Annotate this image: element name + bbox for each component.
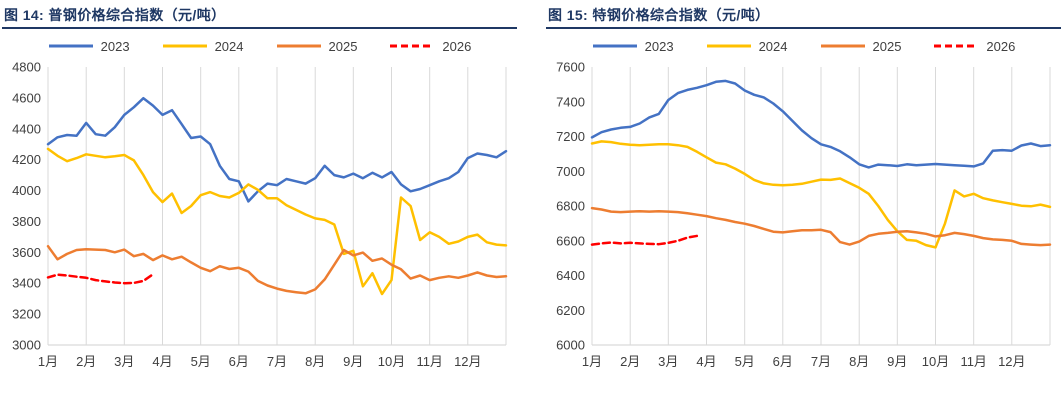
series-lines xyxy=(590,79,1052,249)
y-tick-label: 3400 xyxy=(12,276,41,291)
y-axis-labels: 6000 6200 6400 6600 6800 7000 7200 7400 7600 xyxy=(556,60,585,353)
series-2025-line xyxy=(46,244,508,295)
y-axis-labels: 3000 3200 3400 3600 3800 4000 4200 4400 4600 4800 xyxy=(12,60,41,353)
legend-swatch-2025 xyxy=(276,44,321,48)
x-tick-label: 12月 xyxy=(454,354,481,369)
series-2024-line xyxy=(590,140,1052,249)
legend-item-2023: 2023 xyxy=(592,39,674,54)
x-tick-label: 3月 xyxy=(658,354,678,369)
x-tick-label: 4月 xyxy=(696,354,716,369)
legend-label: 2024 xyxy=(758,38,788,54)
y-tick-label: 7400 xyxy=(556,94,585,109)
y-tick-label: 3600 xyxy=(12,245,41,260)
x-tick-label: 6月 xyxy=(229,354,249,369)
legend-item-2024: 2024 xyxy=(162,39,244,54)
y-tick-label: 3800 xyxy=(12,214,41,229)
legend-label: 2025 xyxy=(328,38,358,54)
x-tick-label: 5月 xyxy=(735,354,755,369)
series-2023-line xyxy=(46,96,508,203)
report-figures-row: 图 14: 普钢价格综合指数（元/吨） 2023 2024 2025 2026 300… xyxy=(2,4,1061,375)
series-2026-line xyxy=(590,234,699,246)
figure-15-panel: 图 15: 特钢价格综合指数（元/吨） 2023 2024 2025 2026 600… xyxy=(546,4,1061,375)
y-tick-label: 6200 xyxy=(556,303,585,318)
figure-15-title: 图 15: 特钢价格综合指数（元/吨） xyxy=(548,7,770,23)
figure-14-plot: 3000 3200 3400 3600 3800 4000 4200 4400 4600 4800… xyxy=(12,60,508,369)
y-tick-label: 7600 xyxy=(556,60,585,75)
legend-label: 2026 xyxy=(986,38,1016,54)
x-tick-label: 6月 xyxy=(773,354,793,369)
x-tick-label: 10月 xyxy=(378,354,405,369)
y-tick-label: 4600 xyxy=(12,90,41,105)
series-2026-line xyxy=(46,273,155,285)
figure-15-legend: 2023 2024 2025 2026 xyxy=(546,33,1061,59)
legend-item-2024: 2024 xyxy=(706,39,788,54)
x-tick-label: 11月 xyxy=(416,354,443,369)
series-2024-line xyxy=(46,147,508,296)
x-tick-label: 11月 xyxy=(960,354,987,369)
x-tick-label: 3月 xyxy=(114,354,134,369)
legend-swatch-2024 xyxy=(706,44,751,48)
x-tick-label: 7月 xyxy=(267,354,287,369)
legend-swatch-2023 xyxy=(48,44,93,48)
x-tick-label: 10月 xyxy=(922,354,949,369)
x-tick-label: 2月 xyxy=(76,354,96,369)
figure-15-plot: 6000 6200 6400 6600 6800 7000 7200 7400 7600 1月 2月… xyxy=(556,60,1052,369)
y-tick-label: 7000 xyxy=(556,164,585,179)
legend-item-2026: 2026 xyxy=(933,39,1015,54)
x-tick-label: 8月 xyxy=(849,354,869,369)
x-tick-label: 9月 xyxy=(343,354,363,369)
y-tick-label: 4200 xyxy=(12,152,41,167)
series-2025-line xyxy=(590,206,1052,247)
legend-item-2025: 2025 xyxy=(276,38,358,54)
x-axis-labels: 1月 2月 3月 4月 5月 6月 7月 8月 9月 10月 11月 12月 xyxy=(582,354,1026,369)
legend-label: 2023 xyxy=(644,38,674,54)
legend-swatch-2023 xyxy=(592,44,637,48)
x-tick-label: 4月 xyxy=(152,354,172,369)
legend-item-2025: 2025 xyxy=(820,38,902,54)
legend-swatch-2024 xyxy=(162,44,207,48)
gridlines xyxy=(591,67,1051,345)
y-tick-label: 4000 xyxy=(12,183,41,198)
y-tick-label: 3000 xyxy=(12,338,41,353)
figure-15-title-rule xyxy=(546,27,1061,29)
y-tick-label: 4800 xyxy=(12,60,41,75)
x-axis-labels: 1月 2月 3月 4月 5月 6月 7月 8月 9月 10月 11月 12月 xyxy=(38,354,482,369)
y-tick-label: 4400 xyxy=(12,121,41,136)
legend-swatch-2026 xyxy=(934,44,979,48)
x-tick-label: 2月 xyxy=(620,354,640,369)
figure-14-legend: 2023 2024 2025 2026 xyxy=(2,33,517,59)
x-tick-label: 8月 xyxy=(305,354,325,369)
gridlines xyxy=(47,67,507,345)
legend-swatch-2025 xyxy=(820,44,865,48)
legend-label: 2024 xyxy=(214,38,244,54)
series-2023-line xyxy=(590,79,1052,169)
x-tick-label: 1月 xyxy=(582,354,602,369)
y-tick-label: 6400 xyxy=(556,268,585,283)
figure-14-title-rule xyxy=(2,27,517,29)
x-tick-label: 1月 xyxy=(38,354,58,369)
legend-item-2023: 2023 xyxy=(48,39,130,54)
x-tick-label: 7月 xyxy=(811,354,831,369)
legend-label: 2025 xyxy=(872,38,902,54)
figure-14-panel: 图 14: 普钢价格综合指数（元/吨） 2023 2024 2025 2026 300… xyxy=(2,4,517,375)
y-tick-label: 3200 xyxy=(12,307,41,322)
y-tick-label: 7200 xyxy=(556,129,585,144)
y-tick-label: 6600 xyxy=(556,233,585,248)
series-lines xyxy=(46,96,508,296)
figure-14-title: 图 14: 普钢价格综合指数（元/吨） xyxy=(4,7,226,23)
x-tick-label: 5月 xyxy=(191,354,211,369)
y-tick-label: 6000 xyxy=(556,338,585,353)
x-tick-label: 12月 xyxy=(998,354,1025,369)
y-tick-label: 6800 xyxy=(556,199,585,214)
x-tick-label: 9月 xyxy=(887,354,907,369)
legend-label: 2026 xyxy=(442,38,472,54)
legend-item-2026: 2026 xyxy=(389,39,471,54)
legend-swatch-2026 xyxy=(390,44,435,48)
legend-label: 2023 xyxy=(100,38,130,54)
